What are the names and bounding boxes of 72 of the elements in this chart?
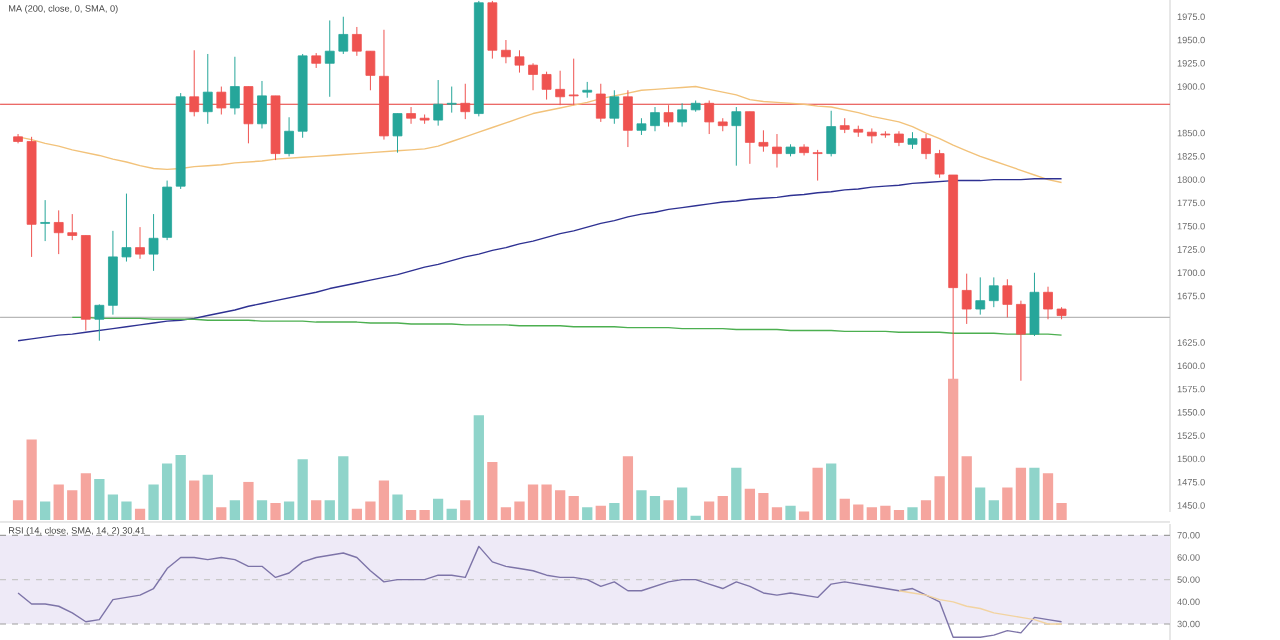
bar [826,463,837,520]
candlestick [284,116,294,157]
candlestick [433,79,444,127]
bar [446,508,457,520]
bar [256,500,268,520]
bar [175,454,186,520]
bar [676,487,688,520]
candlestick [243,86,254,144]
candlestick [677,102,687,128]
bar [731,467,742,520]
bar [473,415,484,520]
candlestick [609,89,620,125]
bar [704,501,715,520]
candlestick [202,53,213,125]
bar [243,481,254,520]
candlestick [148,213,159,272]
candlestick [568,58,579,106]
bar [26,439,37,520]
candlestick [1016,300,1026,382]
bar [283,501,295,520]
bar [988,500,999,520]
bar [582,507,593,520]
candlestick [257,80,267,129]
bar [975,487,986,520]
bar [433,498,444,520]
bar [189,480,200,520]
bar [961,456,972,520]
candlestick [1029,272,1040,337]
candlestick [1002,278,1013,318]
candlestick [230,56,240,115]
candlestick [961,273,972,325]
candlestick [135,226,145,260]
bar [297,459,308,520]
bar [568,495,579,520]
bar [622,456,634,520]
bar [80,473,91,520]
bar [270,503,281,520]
candlestick [812,149,823,182]
candlestick [189,49,200,117]
bar [311,500,322,520]
bar [609,503,620,520]
bar [40,501,51,520]
candlestick [595,83,606,123]
candlestick [487,0,498,60]
candlestick [446,86,457,114]
bar [663,500,674,520]
candlestick [988,276,999,308]
candlestick [704,100,715,135]
candlestick [460,83,471,120]
bar [487,462,498,520]
candlestick [94,303,105,342]
bar [907,507,918,520]
bar [771,507,783,520]
bar [785,505,796,520]
bar [717,495,728,520]
bar [229,500,241,520]
bar [216,507,227,520]
candlestick [216,86,227,115]
candlestick [392,113,403,154]
candlestick [731,106,742,167]
bar [392,494,403,520]
bar [202,474,213,520]
candlestick [623,89,633,148]
candlestick [975,276,986,316]
candlestick [826,110,837,157]
bar [460,500,471,520]
bar [595,505,606,520]
bar [12,500,24,520]
bar [134,508,146,520]
candlestick [663,104,674,128]
candlestick [40,199,51,242]
bar [1029,467,1040,520]
